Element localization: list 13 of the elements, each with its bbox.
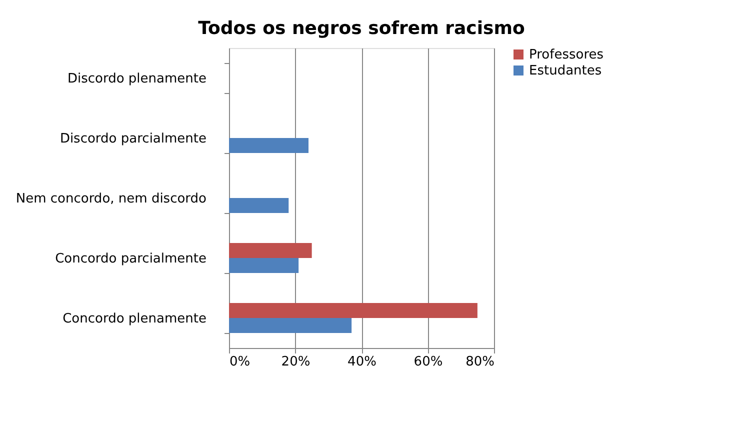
y-tick-label: Concordo plenamente xyxy=(62,312,206,326)
chart-title: Todos os negros sofrem racismo xyxy=(198,18,525,39)
legend-label: Professores xyxy=(529,48,604,62)
y-tick-label: Concordo parcialmente xyxy=(55,252,206,266)
y-tick-label: Discordo parcialmente xyxy=(60,132,206,146)
x-tick-label: 40% xyxy=(348,354,376,370)
x-tick-label: 0% xyxy=(230,354,250,370)
x-tick-label: 60% xyxy=(414,354,443,370)
y-tick-label: Discordo plenamente xyxy=(67,72,206,86)
x-tick-label: 20% xyxy=(281,354,310,370)
x-tick-label: 80% xyxy=(466,354,494,370)
y-tick-label: Nem concordo, nem discordo xyxy=(16,192,207,206)
legend-label: Estudantes xyxy=(529,64,602,78)
